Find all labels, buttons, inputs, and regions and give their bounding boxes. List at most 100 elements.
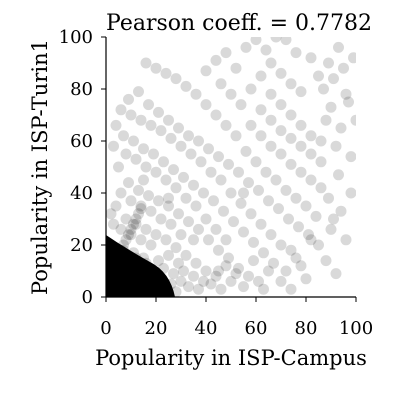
scatter-point [243, 270, 254, 282]
scatter-point [205, 166, 217, 178]
scatter-point [180, 249, 192, 261]
scatter-point [113, 260, 124, 272]
scatter-point [123, 283, 134, 295]
scatter-point [125, 265, 137, 277]
scatter-point [248, 236, 259, 248]
scatter-point [218, 205, 229, 217]
scatter-point [305, 234, 317, 246]
scatter-point [133, 260, 144, 272]
scatter-point [283, 213, 294, 225]
scatter-point [228, 216, 239, 228]
points-group [106, 37, 356, 297]
scatter-point [138, 174, 149, 186]
scatter-point [223, 158, 234, 170]
scatter-point [123, 229, 134, 241]
scatter-point [163, 114, 174, 126]
scatter-point [106, 265, 117, 277]
scatter-point [170, 286, 182, 297]
scatter-point [265, 88, 277, 100]
scatter-point [118, 257, 129, 269]
scatter-point [183, 130, 194, 142]
scatter-point [165, 278, 177, 290]
scatter-point [118, 239, 129, 251]
scatter-point [323, 192, 334, 204]
scatter-point [315, 156, 327, 168]
scatter-point [190, 257, 202, 269]
scatter-point [320, 255, 332, 267]
scatter-point [168, 268, 179, 280]
y-tick-label: 80 [70, 79, 93, 100]
x-tick-label: 80 [295, 318, 318, 339]
scatter-point [263, 265, 274, 277]
scatter-point [115, 278, 127, 290]
scatter-point [295, 86, 307, 98]
scatter-point [188, 179, 199, 191]
scatter-point [143, 262, 154, 274]
scatter-point [193, 283, 204, 295]
scatter-point [333, 169, 344, 181]
scatter-point [113, 278, 124, 290]
scatter-point [106, 283, 117, 295]
scatter-point [330, 268, 342, 280]
scatter-point [263, 195, 274, 207]
scatter-point [315, 135, 327, 147]
x-axis-label: Popularity in ISP-Campus [95, 346, 367, 370]
scatter-point [108, 218, 119, 230]
scatter-point [275, 99, 287, 111]
scatter-point [135, 114, 147, 126]
scatter-point [140, 57, 152, 69]
scatter-point [245, 119, 257, 131]
y-tick-label: 40 [70, 183, 93, 204]
scatter-point [143, 190, 154, 202]
scatter-point [243, 177, 254, 189]
scatter-point [180, 80, 192, 92]
scatter-point [145, 119, 157, 131]
scatter-point [120, 148, 132, 160]
scatter-point [168, 164, 179, 176]
scatter-point [110, 255, 122, 267]
scatter-point [265, 140, 277, 152]
scatter-point [123, 255, 134, 267]
scatter-point [150, 281, 162, 293]
scatter-point [305, 174, 317, 186]
scatter-point [188, 270, 199, 282]
scatter-point [210, 270, 222, 282]
scatter-point [260, 44, 272, 56]
scatter-point [106, 239, 117, 251]
scatter-point [290, 47, 302, 59]
scatter-point [285, 132, 297, 144]
scatter-point [120, 234, 132, 246]
scatter-point [120, 275, 132, 287]
scatter-point [125, 223, 137, 235]
scatter-point [113, 161, 124, 173]
scatter-point [155, 213, 167, 225]
scatter-point [183, 281, 194, 293]
scatter-point [190, 88, 202, 100]
scatter-point [125, 195, 137, 207]
scatter-point [305, 52, 317, 64]
scatter-point [215, 78, 227, 90]
scatter-point [238, 226, 249, 238]
scatter-point [335, 122, 347, 134]
scatter-point [215, 283, 227, 295]
scatter-point [258, 247, 269, 259]
y-ticks: 0 20 40 60 80 100 [59, 27, 106, 308]
scatter-point [155, 125, 167, 137]
scatter-point [280, 265, 292, 277]
scatter-point [155, 273, 167, 285]
x-tick-label: 40 [195, 318, 218, 339]
scatter-point [250, 156, 262, 168]
scatter-point [193, 135, 204, 147]
scatter-point [265, 57, 277, 69]
scatter-point [163, 192, 174, 204]
scatter-point [295, 260, 307, 272]
y-tick-label: 100 [59, 27, 93, 48]
scatter-point [255, 70, 267, 82]
scatter-point [343, 96, 354, 108]
scatter-point [195, 156, 207, 168]
chart-title: Pearson coeff. = 0.7782 [106, 11, 372, 36]
scatter-point [300, 200, 312, 212]
scatter-point [203, 143, 214, 155]
scatter-point [210, 54, 222, 66]
